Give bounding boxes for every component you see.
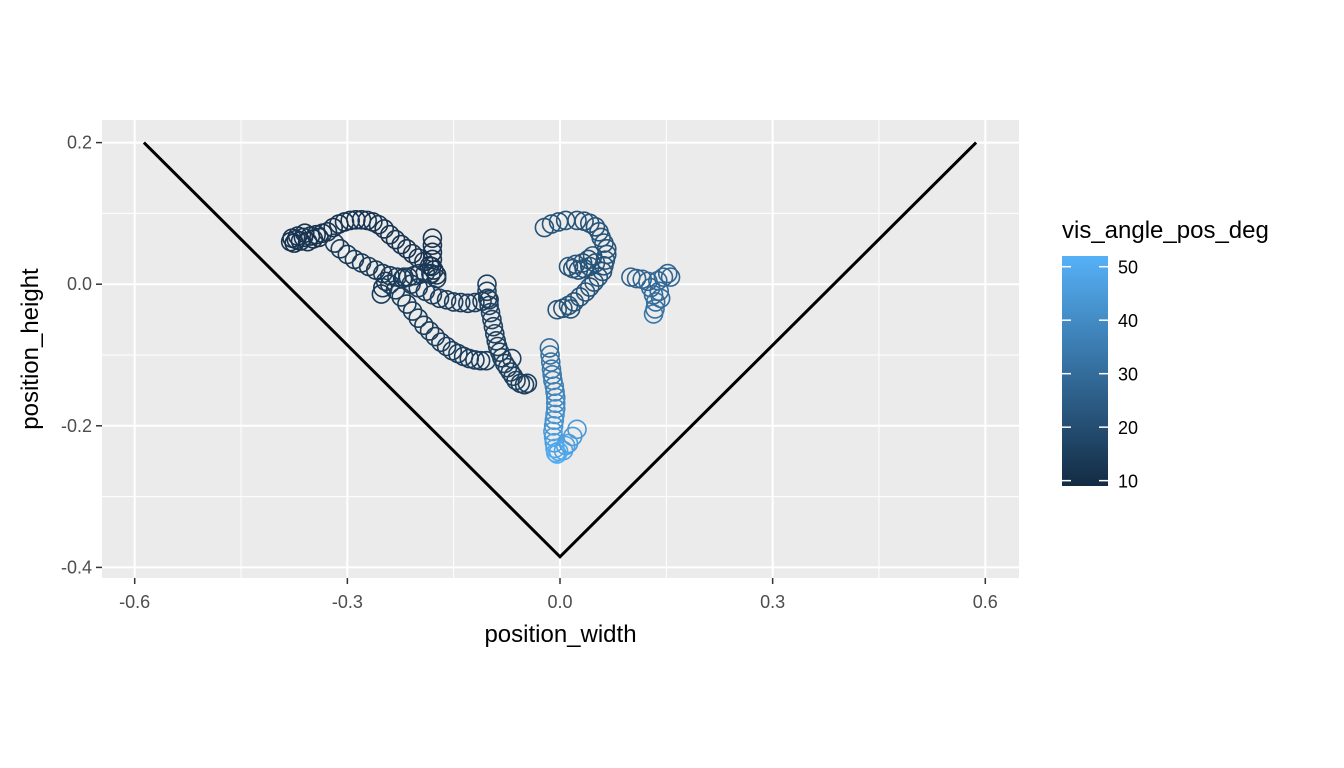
data-point [555, 435, 576, 456]
data-point [337, 244, 358, 265]
data-point [324, 233, 345, 253]
data-point [394, 267, 414, 287]
y-axis-title: position_height [17, 268, 44, 430]
data-point [450, 292, 471, 313]
data-point [501, 348, 522, 369]
data-point [422, 228, 443, 248]
colorbar-tick-label: 50 [1118, 258, 1138, 278]
data-point [544, 376, 565, 396]
x-tick-label: -0.3 [332, 592, 363, 612]
data-point [477, 288, 498, 309]
data-point [539, 338, 560, 358]
data-point [480, 302, 501, 323]
colorbar-ticks: 10 20 30 40 50 [1062, 258, 1138, 492]
data-point [414, 315, 434, 336]
data-point [323, 217, 343, 238]
data-point [470, 350, 491, 371]
x-axis-title: position_width [484, 621, 636, 648]
data-point [575, 282, 596, 302]
data-point [585, 217, 606, 237]
data-point [482, 309, 502, 330]
data-point [422, 242, 443, 263]
data-point [545, 382, 565, 402]
y-axis-ticks: -0.4 -0.2 0.0 0.2 [61, 133, 102, 577]
data-point [419, 321, 440, 341]
data-point [340, 210, 360, 231]
data-point [425, 326, 446, 347]
data-point [465, 292, 485, 313]
colorbar-tick-label: 10 [1118, 472, 1138, 492]
data-point [479, 295, 499, 316]
data-point [372, 263, 393, 284]
boundary-line [142, 141, 978, 559]
data-point [645, 292, 666, 312]
legend-title: vis_angle_pos_deg [1062, 217, 1269, 244]
data-point [374, 219, 395, 239]
data-points [280, 209, 681, 464]
data-point [579, 277, 600, 297]
data-point [649, 281, 670, 302]
data-point [458, 293, 478, 314]
y-tick-label: 0.0 [67, 274, 92, 294]
data-point [391, 287, 412, 307]
data-point [544, 410, 565, 430]
data-point [330, 239, 351, 259]
data-point [477, 274, 497, 295]
y-tick-label: -0.4 [61, 557, 92, 577]
data-point [429, 288, 450, 309]
data-point [443, 292, 464, 312]
data-point [436, 289, 457, 310]
data-point [477, 281, 497, 302]
data-point [402, 243, 423, 264]
x-tick-label: -0.6 [119, 592, 150, 612]
data-point [483, 316, 504, 337]
data-point [547, 299, 567, 320]
data-point [514, 374, 535, 395]
data-point [558, 256, 579, 277]
data-point [479, 289, 499, 310]
data-point [306, 224, 326, 245]
data-point [541, 214, 562, 234]
data-point [585, 253, 606, 273]
data-point [548, 441, 569, 462]
data-point [484, 323, 505, 344]
colorbar-tick-label: 30 [1118, 365, 1138, 385]
x-tick-label: 0.3 [760, 592, 785, 612]
data-point [368, 214, 389, 235]
data-point [543, 415, 564, 436]
data-point [540, 345, 560, 365]
data-point [545, 393, 566, 413]
data-point [408, 308, 429, 328]
data-point [657, 263, 678, 284]
data-point [626, 268, 647, 289]
y-tick-label: 0.2 [67, 133, 92, 153]
data-point [380, 224, 400, 245]
colorbar [1062, 256, 1108, 486]
data-point [421, 256, 442, 277]
colorbar-tick-label: 40 [1118, 311, 1138, 331]
data-point [317, 222, 338, 242]
data-point [517, 373, 538, 394]
data-point [402, 301, 423, 321]
colorbar-tick-label: 20 [1118, 418, 1138, 438]
data-point [465, 350, 485, 370]
data-point [567, 419, 587, 440]
data-point [436, 336, 457, 357]
data-point [660, 267, 681, 287]
x-tick-label: 0.6 [973, 592, 998, 612]
x-axis-ticks: -0.6 -0.3 0.0 0.3 0.6 [119, 578, 998, 612]
data-point [560, 299, 581, 319]
data-point [653, 267, 674, 287]
data-point [545, 387, 566, 408]
data-point [567, 210, 587, 231]
x-tick-label: 0.0 [547, 592, 572, 612]
data-point [422, 235, 443, 256]
data-point [545, 442, 566, 463]
y-tick-label: -0.2 [61, 416, 92, 436]
data-point [650, 288, 671, 309]
data-point [397, 294, 417, 314]
data-point [562, 258, 583, 279]
legend: vis_angle_pos_deg 10 20 30 40 50 [1062, 217, 1269, 492]
